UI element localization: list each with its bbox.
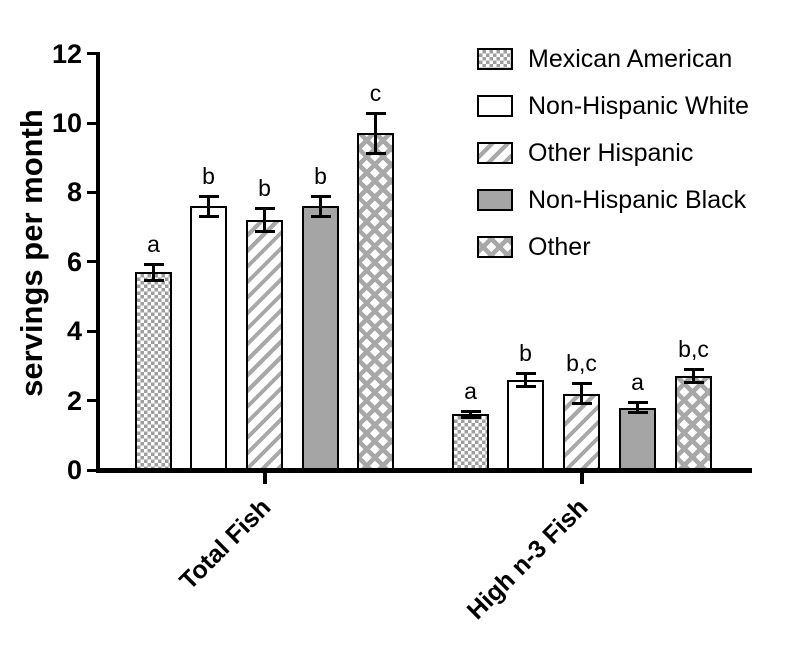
significance-letter: b,c bbox=[678, 336, 709, 363]
significance-letter: b bbox=[519, 339, 532, 366]
significance-letter: a bbox=[464, 378, 477, 404]
y-tick-label-2: 2 bbox=[66, 385, 82, 416]
error-bar-cap-top bbox=[310, 194, 331, 198]
legend-swatch-other bbox=[477, 235, 513, 258]
error-bar-stem bbox=[319, 195, 322, 217]
error-bar-stem bbox=[636, 402, 639, 413]
error-bar-cap-top bbox=[627, 401, 648, 405]
significance-letter: a bbox=[631, 369, 644, 396]
error-bar-cap-bottom bbox=[198, 214, 219, 218]
y-tick-6 bbox=[87, 260, 96, 264]
error-bar-cap-top bbox=[254, 207, 275, 210]
error-bar-stem bbox=[263, 208, 266, 233]
error-bar-cap-top bbox=[143, 262, 164, 266]
significance-letter: b bbox=[314, 162, 327, 189]
error-bar-cap-top bbox=[571, 382, 592, 386]
x-axis-category-label-total-fish: Total Fish bbox=[174, 493, 277, 596]
y-tick-8 bbox=[87, 190, 96, 194]
error-bar-cap-top bbox=[365, 111, 386, 115]
y-tick-12 bbox=[87, 52, 96, 56]
x-axis-line bbox=[96, 468, 752, 473]
y-tick-10 bbox=[87, 121, 96, 125]
error-bar-cap-bottom bbox=[571, 402, 592, 406]
legend-swatch-non-hispanic-black bbox=[477, 188, 513, 211]
y-tick-label-10: 10 bbox=[51, 108, 82, 138]
error-bar-cap-bottom bbox=[143, 278, 164, 282]
error-bar-stem bbox=[524, 372, 527, 387]
legend-swatch-mexican-american bbox=[477, 48, 513, 70]
significance-letter: b bbox=[258, 175, 271, 201]
bar-mexican-american-high-n-3-fish bbox=[452, 414, 489, 473]
bar-non-hispanic-black-total-fish bbox=[302, 206, 339, 473]
y-tick-label-8: 8 bbox=[66, 177, 82, 208]
error-bar-stem bbox=[469, 411, 472, 418]
y-tick-label-6: 6 bbox=[66, 246, 82, 277]
bar-other-hispanic-total-fish bbox=[246, 220, 283, 473]
bar-other-total-fish bbox=[357, 133, 394, 473]
y-tick-label-4: 4 bbox=[66, 316, 82, 347]
x-axis-category-label-high-n-3-fish: High n-3 Fish bbox=[461, 493, 594, 626]
error-bar-stem bbox=[152, 263, 155, 281]
y-tick-2 bbox=[87, 399, 96, 403]
legend-label-non-hispanic-black: Non-Hispanic Black bbox=[528, 185, 747, 214]
significance-letter: b bbox=[202, 162, 215, 189]
error-bar-cap-top bbox=[683, 368, 704, 372]
error-bar-cap-bottom bbox=[310, 214, 331, 218]
significance-letter: b,c bbox=[566, 350, 597, 377]
x-tick-high-n-3-fish bbox=[580, 473, 584, 484]
error-bar-cap-bottom bbox=[254, 230, 275, 234]
error-bar-stem bbox=[692, 369, 695, 384]
x-tick-total-fish bbox=[263, 473, 267, 484]
error-bar-stem bbox=[374, 112, 377, 155]
significance-letter: c bbox=[369, 79, 382, 106]
bar-other-hispanic-high-n-3-fish bbox=[563, 393, 600, 473]
error-bar-cap-bottom bbox=[683, 381, 704, 385]
y-tick-4 bbox=[87, 329, 96, 333]
error-bar-cap-bottom bbox=[460, 415, 481, 419]
significance-letter: a bbox=[147, 230, 160, 257]
error-bar-stem bbox=[580, 383, 583, 405]
bar-non-hispanic-black-high-n-3-fish bbox=[619, 407, 656, 473]
legend-label-other: Other bbox=[528, 232, 591, 261]
error-bar-cap-bottom bbox=[515, 384, 536, 388]
legend-label-other-hispanic: Other Hispanic bbox=[528, 138, 694, 167]
error-bar-cap-bottom bbox=[365, 152, 386, 156]
legend-label-mexican-american: Mexican American bbox=[528, 45, 733, 73]
y-tick-label-0: 0 bbox=[66, 455, 82, 485]
legend-swatch-non-hispanic-white bbox=[477, 94, 513, 117]
bar-non-hispanic-white-total-fish bbox=[190, 206, 227, 473]
legend-label-non-hispanic-white: Non-Hispanic White bbox=[528, 91, 749, 120]
bar-mexican-american-total-fish bbox=[135, 272, 172, 473]
y-tick-label-12: 12 bbox=[51, 38, 82, 69]
y-tick-0 bbox=[87, 468, 96, 472]
bar-other-high-n-3-fish bbox=[675, 376, 712, 473]
error-bar-cap-top bbox=[460, 410, 481, 413]
error-bar-cap-top bbox=[515, 371, 536, 375]
error-bar-cap-bottom bbox=[627, 410, 648, 414]
legend-swatch-other-hispanic bbox=[477, 141, 513, 164]
error-bar-cap-top bbox=[198, 194, 219, 198]
y-axis-line bbox=[96, 52, 100, 473]
bar-non-hispanic-white-high-n-3-fish bbox=[507, 379, 544, 473]
error-bar-stem bbox=[207, 195, 210, 217]
